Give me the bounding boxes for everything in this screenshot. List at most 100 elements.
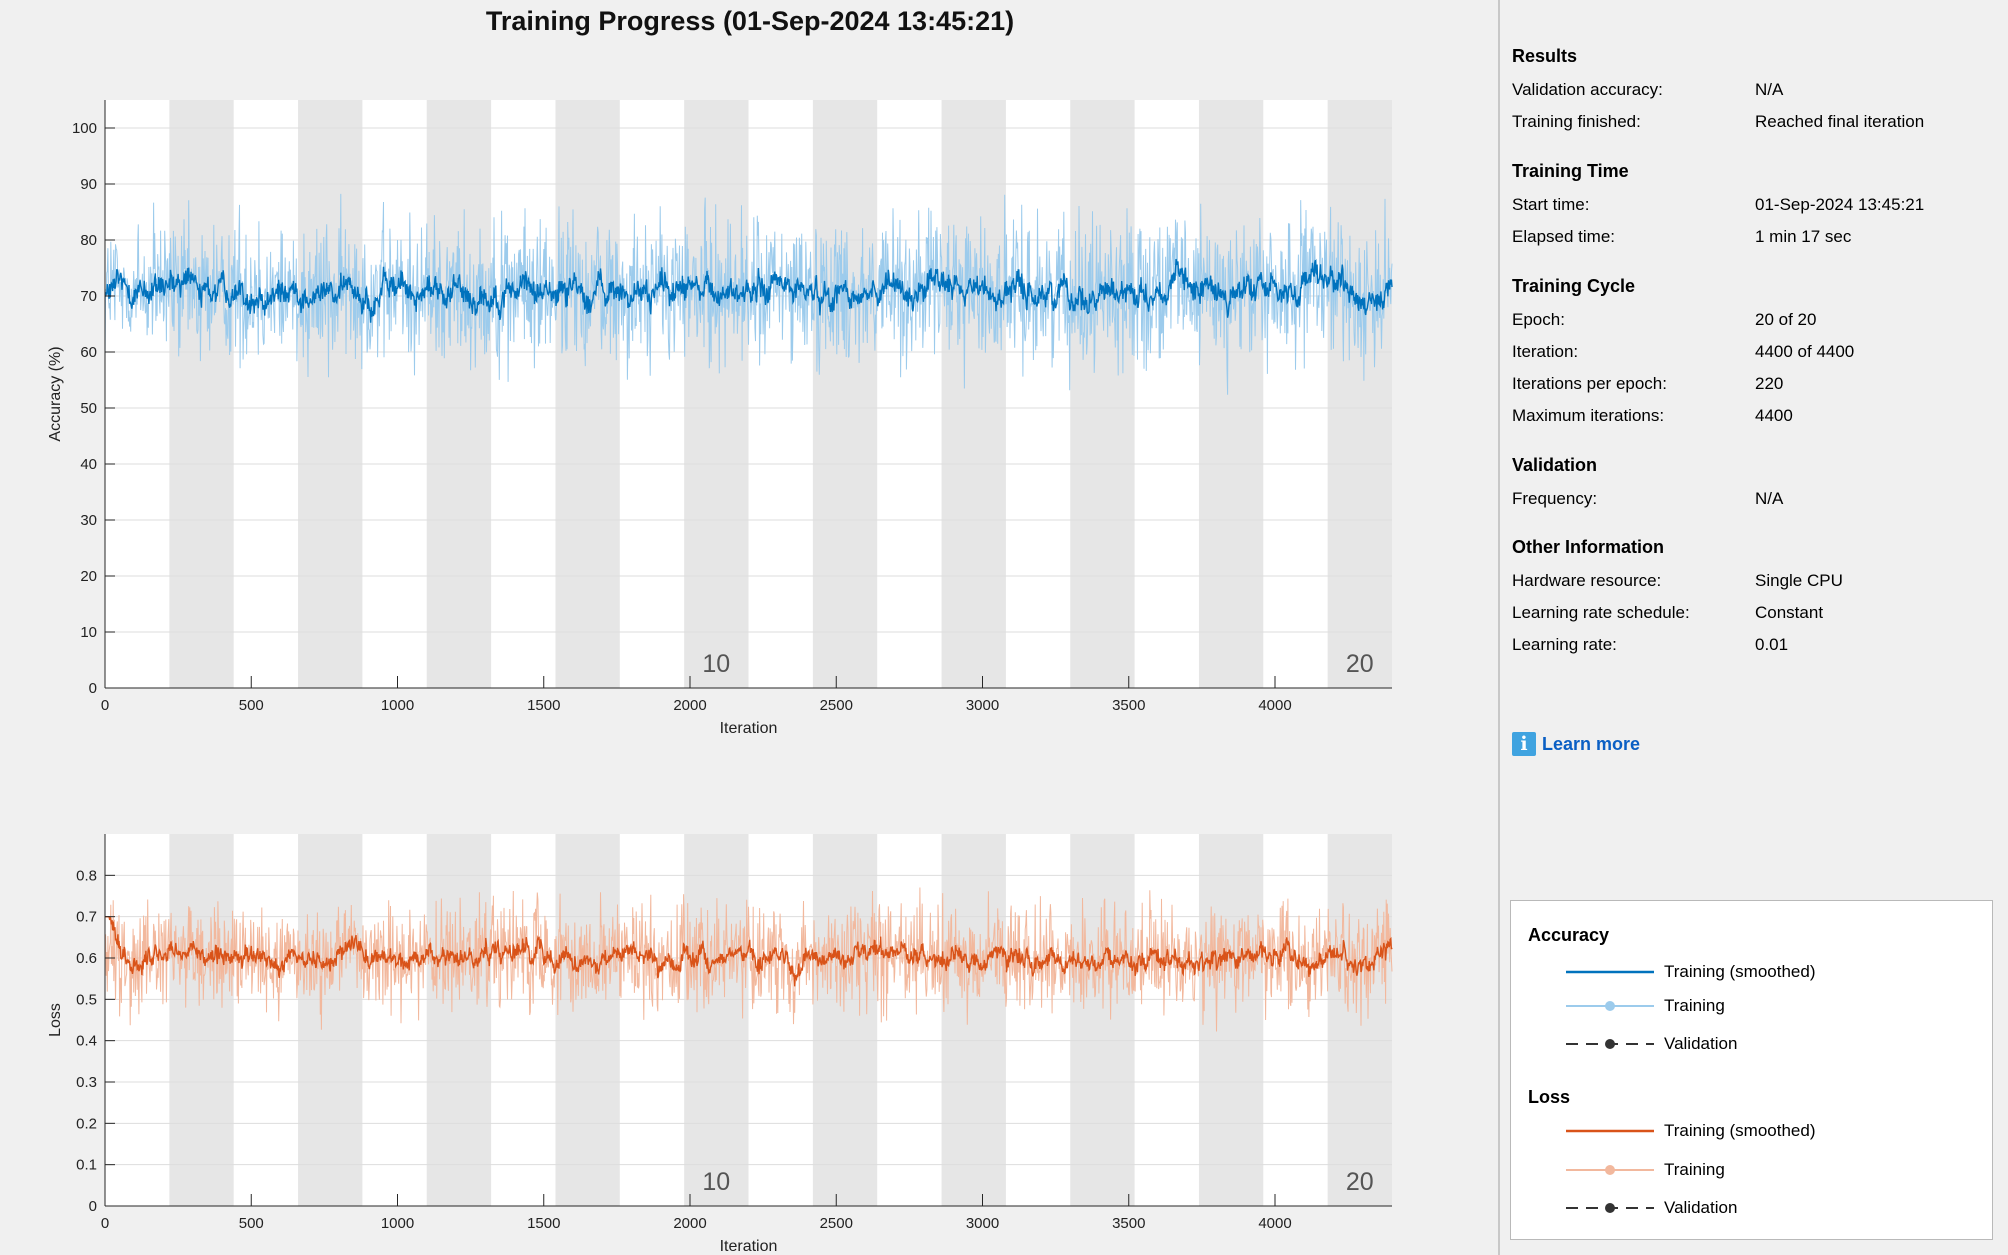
epoch-label: 20 (1346, 650, 1374, 678)
epoch-band (941, 834, 1006, 1206)
epoch-band (1327, 834, 1392, 1206)
section-title: Training Time (1512, 161, 1629, 181)
legend-label: Training (smoothed) (1664, 1121, 1816, 1140)
info-value: 1 min 17 sec (1755, 227, 1852, 246)
section-title: Training Cycle (1512, 276, 1636, 296)
info-value: 20 of 20 (1755, 310, 1817, 329)
info-value: 4400 of 4400 (1755, 342, 1855, 361)
x-tick-label: 0 (101, 1215, 109, 1232)
epoch-band (1070, 100, 1135, 688)
y-tick-label: 70 (80, 288, 97, 305)
legend-label: Validation (1664, 1034, 1738, 1053)
legend-marker-icon (1566, 1165, 1654, 1175)
info-value: N/A (1755, 489, 1784, 508)
legend-dashed-icon (1566, 1039, 1654, 1049)
x-tick-label: 2000 (673, 697, 706, 714)
info-label: Learning rate schedule: (1512, 603, 1690, 622)
y-tick-label: 0.4 (76, 1033, 97, 1050)
legend-accuracy-title: Accuracy (1528, 925, 1610, 945)
info-label: Frequency: (1512, 489, 1598, 508)
epoch-band (812, 834, 878, 1206)
y-tick-label: 0.7 (76, 909, 97, 926)
y-tick-label: 20 (80, 568, 97, 585)
x-tick-label: 500 (239, 1215, 264, 1232)
legend-label: Training (1664, 996, 1725, 1015)
section-title: Validation (1512, 455, 1598, 475)
accuracy-plot[interactable]: 0 500 1000 1500 2000 2500 3000 3500 4000 0 10 20 30 4… (0, 80, 1420, 740)
legend-accuracy-smoothed: Training (smoothed) (1566, 960, 1816, 984)
x-tick-label: 1500 (527, 1215, 560, 1232)
epoch-band (1198, 834, 1264, 1206)
figure-title: Training Progress (01-Sep-2024 13:45:21) (485, 6, 1015, 36)
info-label: Validation accuracy: (1512, 80, 1663, 99)
section-title: Other Information (1512, 537, 1664, 557)
legend-loss-training: Training (1566, 1158, 1725, 1182)
epoch-band (1327, 100, 1392, 688)
x-tick-label: 500 (239, 697, 264, 714)
epoch-band (426, 100, 492, 688)
x-tick-label: 2500 (820, 1215, 853, 1232)
info-value: Single CPU (1755, 571, 1843, 590)
info-label: Start time: (1512, 195, 1590, 214)
y-tick-label: 0 (89, 1198, 97, 1215)
info-value: N/A (1755, 80, 1784, 99)
y-axis-label: Accuracy (%) (47, 346, 64, 441)
legend-label: Training (1664, 1160, 1725, 1179)
info-label: Hardware resource: (1512, 571, 1662, 590)
x-tick-label: 0 (101, 697, 109, 714)
x-tick-label: 1500 (527, 697, 560, 714)
epoch-band (1198, 100, 1264, 688)
training-smoothed-series (105, 916, 1393, 987)
info-label: Learning rate: (1512, 635, 1617, 654)
info-label: Iteration: (1512, 342, 1579, 361)
y-tick-label: 90 (80, 176, 97, 193)
legend-loss-smoothed: Training (smoothed) (1566, 1119, 1816, 1143)
info-icon: i (1512, 732, 1536, 756)
epoch-band (684, 834, 749, 1206)
y-tick-label: 30 (80, 512, 97, 529)
legend-dashed-icon (1566, 1203, 1654, 1213)
training-smoothed-series (104, 258, 1393, 323)
info-label: Epoch: (1512, 310, 1565, 329)
legend-loss-validation: Validation (1566, 1196, 1737, 1220)
info-value: 220 (1755, 374, 1784, 393)
epoch-band (169, 100, 234, 688)
x-tick-label: 3000 (966, 1215, 999, 1232)
y-tick-label: 10 (80, 624, 97, 641)
training-raw-series (104, 193, 1393, 395)
epoch-band (169, 834, 234, 1206)
info-value: 01-Sep-2024 13:45:21 (1755, 195, 1925, 214)
x-axis-label: Iteration (720, 720, 778, 737)
epoch-band (812, 100, 878, 688)
y-tick-label: 0.8 (76, 867, 97, 884)
y-tick-label: 0.2 (76, 1115, 97, 1132)
loss-plot[interactable]: 0 500 1000 1500 2000 2500 3000 3500 4000 0 0.1 0.2 0… (0, 820, 1420, 1255)
x-tick-label: 3500 (1112, 1215, 1145, 1232)
info-value: 0.01 (1755, 635, 1789, 654)
y-tick-label: 40 (80, 456, 97, 473)
legend-line-icon (1566, 970, 1654, 974)
legend-label: Validation (1664, 1198, 1738, 1217)
x-tick-label: 1000 (381, 1215, 414, 1232)
info-label: Iterations per epoch: (1512, 374, 1667, 393)
epoch-label: 10 (702, 650, 730, 678)
y-axis-label: Loss (47, 1003, 64, 1037)
x-tick-label: 2500 (820, 697, 853, 714)
epoch-label: 20 (1346, 1168, 1374, 1196)
epoch-band (426, 834, 492, 1206)
y-tick-label: 0 (89, 680, 97, 697)
epoch-label: 10 (702, 1168, 730, 1196)
x-tick-label: 3000 (966, 697, 999, 714)
learn-more-link[interactable]: i Learn more (1512, 732, 1640, 756)
learn-more-label: Learn more (1542, 733, 1641, 754)
legend-loss-title: Loss (1528, 1087, 1571, 1107)
y-tick-label: 100 (72, 120, 97, 137)
x-tick-label: 2000 (673, 1215, 706, 1232)
epoch-band (555, 100, 620, 688)
info-label: Training finished: (1512, 112, 1641, 131)
x-tick-label: 4000 (1258, 1215, 1291, 1232)
epoch-band (941, 100, 1006, 688)
epoch-band (298, 834, 363, 1206)
x-tick-label: 3500 (1112, 697, 1145, 714)
epoch-band (298, 100, 363, 688)
